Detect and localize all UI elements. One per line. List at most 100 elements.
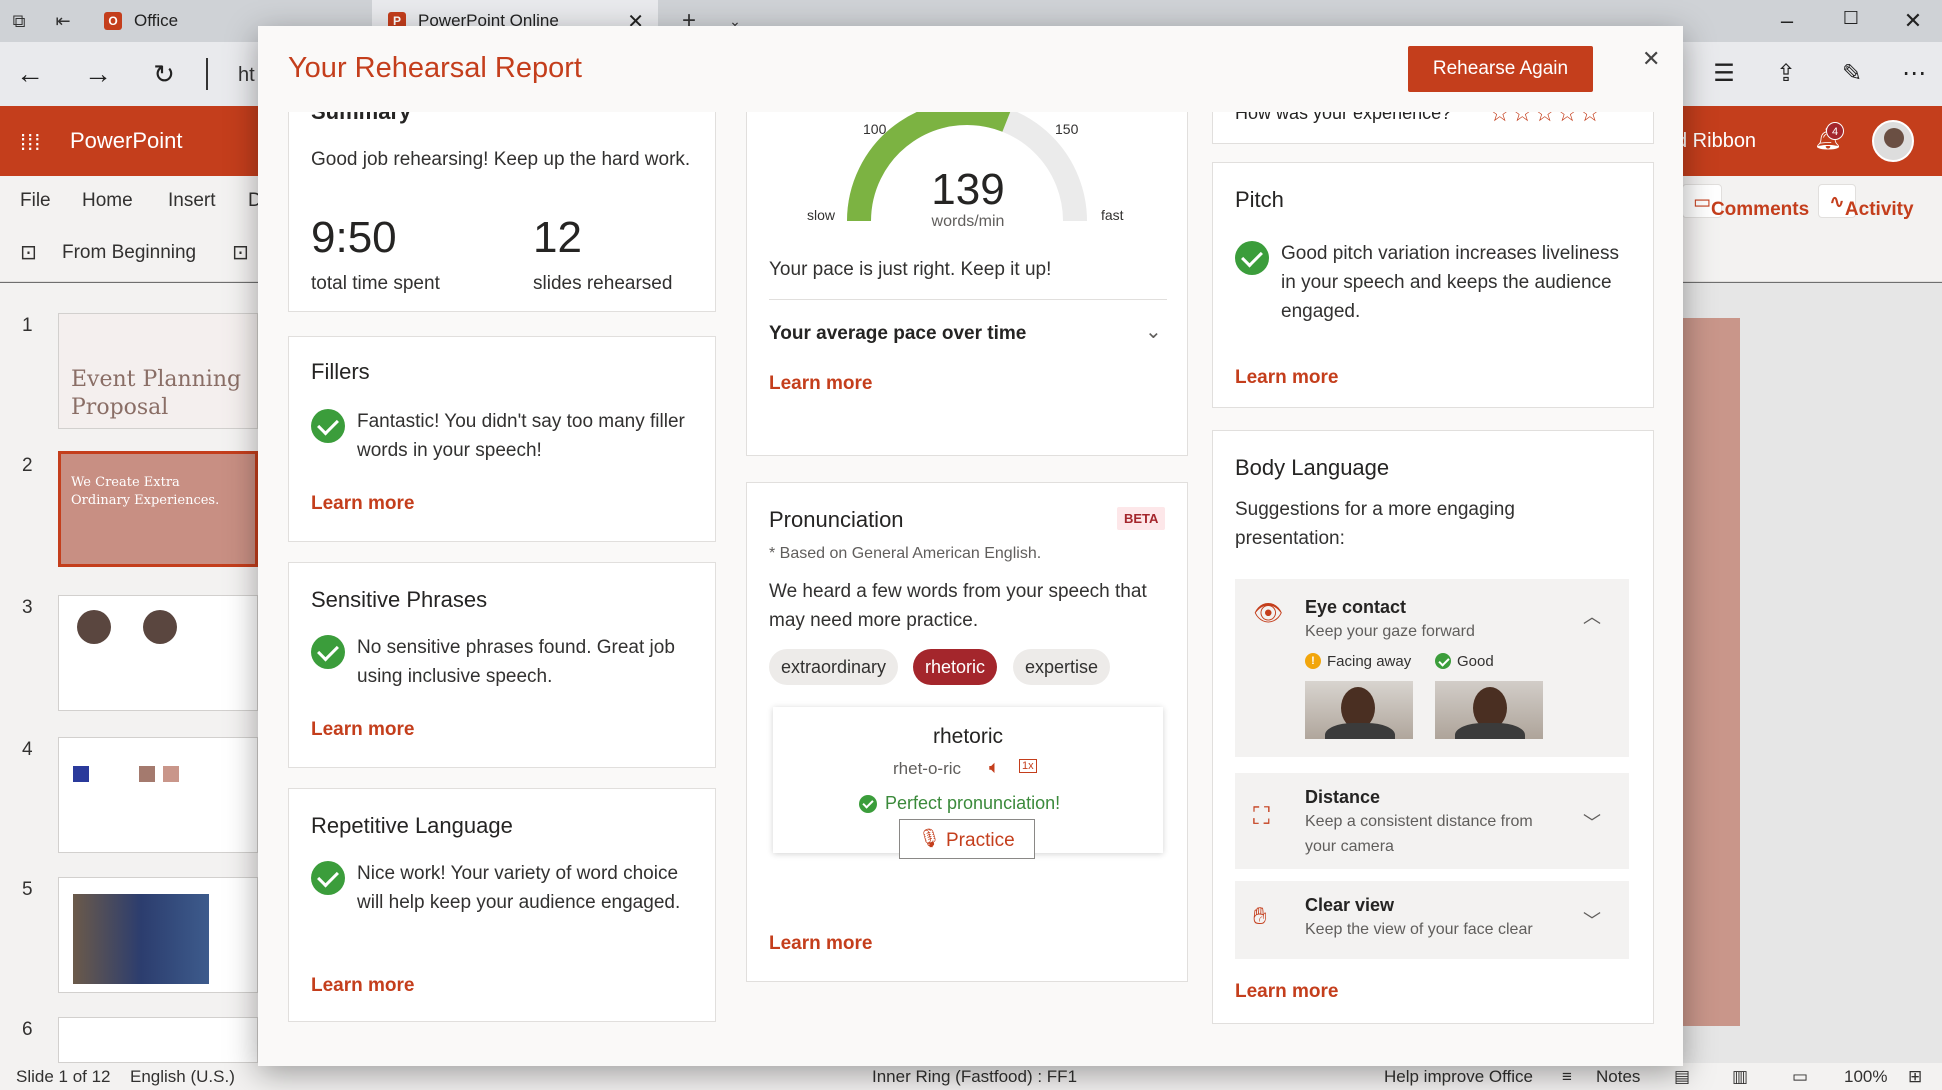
slideshow-icon[interactable]: ▭ [1792,1067,1809,1086]
word-chip[interactable]: extraordinary [769,649,899,685]
fillers-title: Fillers [311,359,370,384]
check-icon [311,861,345,895]
distance-section[interactable]: ⛶ Distance Keep a consistent distance fr… [1235,773,1629,869]
present-icon[interactable]: ⊡ [232,242,249,264]
back-icon[interactable]: ← [16,58,44,89]
check-icon [1435,653,1451,669]
check-icon [311,635,345,669]
chevron-up-icon[interactable]: ︿ [1583,607,1601,627]
tab-home[interactable]: Home [82,190,133,211]
url-field[interactable]: ht [238,64,255,86]
sensitive-phrases-title: Sensitive Phrases [311,587,488,612]
chevron-down-icon[interactable]: ⌄ [1145,321,1162,343]
maximize-icon[interactable]: ☐ [1842,8,1860,28]
clear-view-section[interactable]: ✋︎ Clear view Keep the view of your face… [1235,881,1629,959]
gauge-tick-100: 100 [863,121,887,137]
body-language-learn-more[interactable]: Learn more [1235,981,1339,1002]
reading-view-status-icon[interactable]: ▥ [1732,1067,1749,1086]
slide-counter: Slide 1 of 12 [16,1067,111,1086]
report-body: Summary Good job rehearsing! Keep up the… [258,112,1683,1066]
microphone-icon: 🎙︎ [918,828,941,848]
slide-thumb-6[interactable] [58,1017,258,1063]
summary-title: Summary [311,112,411,125]
fillers-learn-more[interactable]: Learn more [311,493,415,514]
clear-view-subtitle: Keep the view of your face clear [1305,921,1533,938]
help-improve-link[interactable]: Help improve Office [1384,1067,1533,1086]
minimize-icon[interactable]: – [1780,8,1794,33]
slide-thumb-5[interactable] [58,877,258,993]
eye-contact-subtitle: Keep your gaze forward [1305,623,1475,640]
avatar[interactable] [1872,120,1914,162]
pace-over-time-toggle[interactable]: Your average pace over time [769,323,1027,344]
slide-thumb-3[interactable] [58,595,258,711]
pace-gauge [847,112,1087,222]
more-icon[interactable]: ⋯ [1902,60,1926,87]
eye-contact-section[interactable]: 👁︎ Eye contact Keep your gaze forward ︿ … [1235,579,1629,757]
distance-title: Distance [1305,787,1381,807]
chevron-down-icon[interactable]: ﹀ [1583,813,1601,833]
status-bar: Slide 1 of 12 English (U.S.) Inner Ring … [0,1063,1942,1090]
pitch-learn-more[interactable]: Learn more [1235,367,1339,388]
close-icon[interactable]: ✕ [1642,46,1661,71]
pace-unit: words/min [931,213,1005,230]
practice-button[interactable]: 🎙︎ Practice [899,819,1035,859]
total-time-value: 9:50 [311,213,397,262]
fillers-text: Fantastic! You didn't say too many fille… [357,411,685,461]
warning-icon: ! [1305,653,1321,669]
word-chip[interactable]: expertise [1013,649,1111,685]
tab-file[interactable]: File [20,190,51,211]
playback-speed-icon[interactable]: 1x [1019,759,1037,773]
sensitive-phrases-card: Sensitive Phrases No sensitive phrases f… [288,562,716,768]
refresh-icon[interactable]: ↻ [153,59,175,89]
slide-thumb-2[interactable]: We Create Extra Ordinary Experiences. [58,451,258,567]
forward-icon[interactable]: → [84,58,112,89]
eye-contact-title: Eye contact [1305,597,1407,617]
word-chip-selected[interactable]: rhetoric [913,649,998,685]
language-indicator[interactable]: English (U.S.) [130,1067,235,1086]
slide-thumb-title: We Create Extra Ordinary Experiences. [71,475,220,508]
activity-button[interactable]: ∿ Activity [1818,184,1914,220]
comments-button[interactable]: ▭ Comments [1682,184,1809,220]
address-separator [206,58,208,90]
notes-button[interactable]: Notes [1596,1067,1641,1086]
window-close-icon[interactable]: ✕ [1903,8,1923,33]
tab-list-icon[interactable]: ⌄ [729,13,741,29]
set-aside-tabs-icon[interactable]: ⇤ [55,11,71,31]
app-launcher-icon[interactable]: ⁞⁞⁞ [20,130,42,155]
app-name: PowerPoint [70,128,183,153]
chevron-down-icon[interactable]: ﹀ [1583,911,1601,931]
reading-view-icon[interactable]: ☰ [1713,60,1735,87]
ribbon-toggle[interactable]: d Ribbon [1676,130,1757,152]
web-note-icon[interactable]: ✎ [1841,60,1863,87]
from-beginning-icon: ⊡ [20,242,37,264]
pronunciation-learn-more[interactable]: Learn more [769,933,873,954]
thumb-swatch [73,766,89,782]
practice-label: Practice [946,830,1015,851]
pronunciation-text: We heard a few words from your speech th… [769,581,1147,631]
from-beginning-button[interactable]: From Beginning [62,242,197,263]
pace-learn-more[interactable]: Learn more [769,373,873,394]
rehearse-again-button[interactable]: Rehearse Again [1408,46,1593,92]
gauge-fast-label: fast [1101,207,1124,223]
zoom-level[interactable]: 100% [1844,1067,1888,1086]
slide-preview [1680,318,1740,1026]
fit-slide-icon[interactable]: ⊞ [1908,1067,1923,1086]
gauge-tick-150: 150 [1055,121,1079,137]
normal-view-icon[interactable]: ▤ [1674,1067,1691,1086]
slide-thumbnails: 1 Event Planning Proposal 2 We Create Ex… [0,283,258,1063]
speaker-icon[interactable]: 🔈︎ [989,757,1000,777]
slide-thumb-1[interactable]: Event Planning Proposal [58,313,258,429]
sensitive-learn-more[interactable]: Learn more [311,719,415,740]
pace-text: Your pace is just right. Keep it up! [769,259,1052,280]
slide-thumb-4[interactable] [58,737,258,853]
tab-office[interactable]: O Office [104,0,178,42]
tab-actions-icon[interactable]: ⧉ [12,11,26,31]
pitch-text: Good pitch variation increases livelines… [1281,243,1619,322]
repetitive-learn-more[interactable]: Learn more [311,975,415,996]
slide-number: 3 [22,597,33,618]
tab-insert[interactable]: Insert [168,190,216,211]
thumb-swatch [163,766,179,782]
share-icon[interactable]: ⇪ [1775,60,1797,87]
word-detail-panel: rhetoric rhet-o-ric 🔈︎ 1x Perfect pronun… [773,707,1163,859]
star-rating[interactable]: ☆☆☆☆☆ [1489,112,1602,127]
